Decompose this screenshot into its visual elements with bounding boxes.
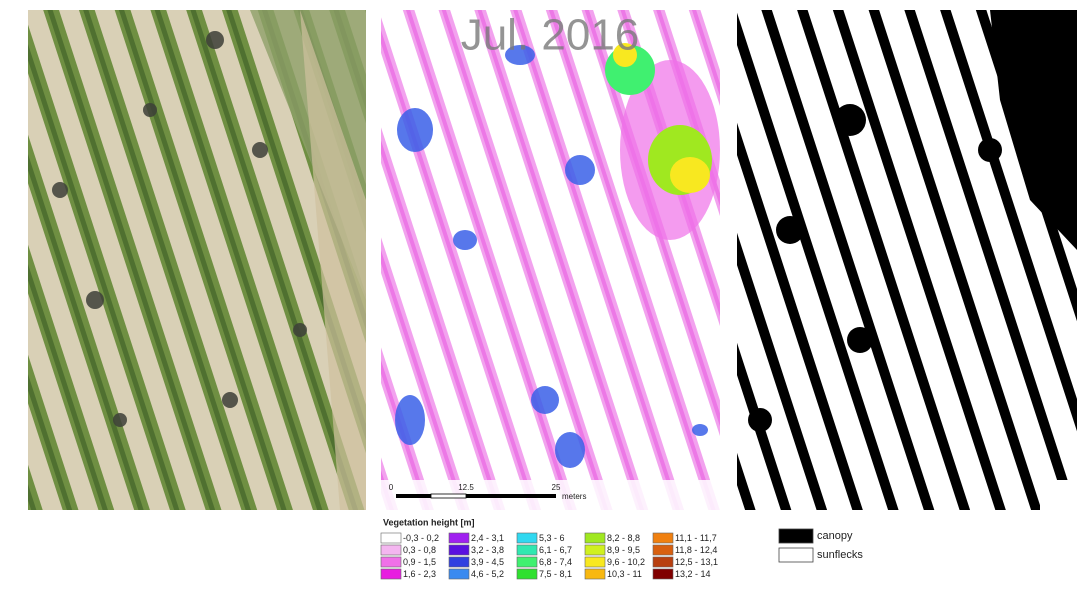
legend-label: 2,4 - 3,1 [471, 533, 504, 543]
legend-label: 7,5 - 8,1 [539, 569, 572, 579]
title: Jul. 2016 [461, 11, 640, 60]
legend-swatch [516, 568, 538, 580]
legend-label: sunflecks [817, 549, 863, 561]
legend-label: 9,6 - 10,2 [607, 557, 645, 567]
legend-swatch [652, 532, 674, 544]
legend-swatch [380, 544, 402, 556]
legend-label: 11,8 - 12,4 [675, 545, 717, 555]
legend-swatch [652, 568, 674, 580]
scale-label: 0 [389, 483, 394, 492]
legend-swatch [448, 568, 470, 580]
legend-swatch [652, 544, 674, 556]
legend-label: 8,2 - 8,8 [607, 533, 640, 543]
legend-label: 3,2 - 3,8 [471, 545, 504, 555]
legend-swatch [652, 556, 674, 568]
scale-label: 12.5 [458, 483, 474, 492]
legend-label: 10,3 - 11 [607, 569, 642, 579]
legend-label: 0,3 - 0,8 [403, 545, 436, 555]
scale-bar [396, 493, 556, 499]
legend-swatch [778, 547, 814, 563]
legend-swatch [778, 528, 814, 544]
legend-label: 4,6 - 5,2 [471, 569, 504, 579]
legend-label: 1,6 - 2,3 [403, 569, 436, 579]
scale-label: 25 [552, 483, 561, 492]
height-map-panel [381, 10, 720, 510]
legend-swatch [516, 556, 538, 568]
legend-label: 8,9 - 9,5 [607, 545, 640, 555]
legend-swatch [516, 544, 538, 556]
legend-swatch [584, 532, 606, 544]
legend-swatch [584, 568, 606, 580]
legend-swatch [448, 556, 470, 568]
legend-swatch [448, 532, 470, 544]
height-legend: -0,3 - 0,2 0,3 - 0,8 0,9 - 1,5 1,6 - 2,3 2,4… [380, 532, 718, 580]
legend-swatch [380, 532, 402, 544]
legend-label: 11,1 - 11,7 [675, 533, 717, 543]
legend-label: 6,8 - 7,4 [539, 557, 572, 567]
canopy-panel [737, 10, 1077, 510]
legend-swatch [584, 544, 606, 556]
legend-swatch [448, 544, 470, 556]
legend-label: 6,1 - 6,7 [539, 545, 572, 555]
legend-swatch [516, 532, 538, 544]
legend-swatch [380, 556, 402, 568]
legend-label: 5,3 - 6 [539, 533, 565, 543]
legend-label: canopy [817, 530, 853, 542]
legend-label: 13,2 - 14 [675, 569, 711, 579]
canopy-legend: canopy sunflecks [778, 528, 863, 563]
legend-label: 12,5 - 13,1 [675, 557, 718, 567]
legend-label: 3,9 - 4,5 [471, 557, 504, 567]
orthophoto-panel [28, 10, 366, 510]
scale-unit: meters [562, 492, 586, 501]
legend-swatch [380, 568, 402, 580]
legend-swatch [584, 556, 606, 568]
legend-label: 0,9 - 1,5 [403, 557, 436, 567]
legend-title: Vegetation height [m] [383, 517, 475, 527]
legend-label: -0,3 - 0,2 [403, 533, 439, 543]
